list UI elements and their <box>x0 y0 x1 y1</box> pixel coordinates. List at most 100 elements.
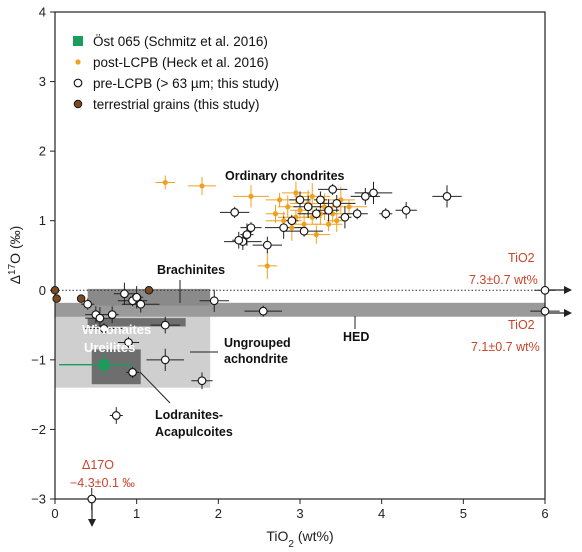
data-points <box>50 179 550 504</box>
legend-marker-pre-lcpb <box>73 78 83 88</box>
pre-lcpb-point <box>197 376 207 386</box>
pre-lcpb-point <box>132 292 142 302</box>
offscale-arrows <box>88 286 572 527</box>
pre-lcpb-point <box>230 208 240 217</box>
arrow-lower-head <box>564 309 572 317</box>
label-tio2-upper: TiO2 <box>508 251 535 265</box>
legend-marker-terrestrial <box>73 99 83 109</box>
label-hed: HED <box>343 330 369 344</box>
x-tick-label: 3 <box>296 506 303 521</box>
pre-lcpb-point <box>352 209 362 219</box>
label-ungrouped-line1: Ungrouped <box>224 336 291 350</box>
pre-lcpb-point <box>242 230 252 239</box>
pre-lcpb-point <box>99 324 109 333</box>
post-lcpb-point <box>325 221 332 227</box>
pre-lcpb-point <box>111 411 121 420</box>
post-lcpb-point <box>301 221 307 227</box>
pre-lcpb-point <box>160 320 170 330</box>
post-lcpb-point <box>248 193 254 199</box>
y-axis-title-sup: 17 <box>7 263 18 275</box>
post-lcpb-point <box>346 204 352 210</box>
label-tio2-lower: TiO2 <box>508 318 535 332</box>
label-lodranites-line1: Lodranites- <box>155 408 223 422</box>
y-tick-label: 0 <box>39 283 46 298</box>
pre-lcpb-point <box>107 310 117 319</box>
y-tick-label: −1 <box>31 352 46 367</box>
label-brachinites: Brachinites <box>157 263 225 277</box>
arrow-down-head <box>88 519 96 527</box>
pre-lcpb-point <box>360 192 370 201</box>
legend-marker-ost065 <box>73 36 83 46</box>
lodranites-leader <box>139 371 171 404</box>
region-ureilites-bar <box>87 318 186 327</box>
pre-lcpb-point <box>87 494 97 504</box>
terrestrial-point <box>76 294 86 303</box>
post-lcpb-point <box>276 197 283 203</box>
pre-lcpb-point <box>120 289 129 299</box>
y-tick-label: 3 <box>39 74 46 89</box>
post-lcpb-point <box>264 263 270 269</box>
x-axis: 0 1 2 3 4 5 6 <box>51 499 549 521</box>
pre-lcpb-point <box>316 195 325 205</box>
pre-lcpb-point <box>311 209 321 219</box>
label-delta17o: Δ17O <box>82 458 114 472</box>
pre-lcpb-point <box>160 355 170 365</box>
y-tick-label: −3 <box>31 492 46 507</box>
post-lcpb-point <box>297 207 303 213</box>
pre-lcpb-point <box>287 216 297 226</box>
pre-lcpb-point <box>299 226 309 236</box>
label-ungrouped-line2: achondrite <box>224 352 288 366</box>
post-lcpb-point <box>313 232 319 238</box>
x-axis-title-sub: 2 <box>288 539 294 550</box>
pre-lcpb-point <box>95 313 105 323</box>
pre-lcpb-point <box>209 296 219 306</box>
pre-lcpb-point <box>401 205 411 215</box>
pre-lcpb-point <box>328 185 338 194</box>
terrestrial-point <box>50 286 60 295</box>
y-tick-label: 2 <box>39 144 46 159</box>
x-tick-label: 5 <box>460 506 467 521</box>
annotations: Ordinary chondrites Brachinites HED Wino… <box>70 169 540 490</box>
y-axis: −3 −2 −1 0 1 2 3 4 <box>31 5 55 507</box>
pre-lcpb-point <box>295 195 305 205</box>
x-tick-label: 0 <box>51 506 58 521</box>
pre-lcpb-point <box>258 306 268 316</box>
y-tick-label: 1 <box>39 213 46 228</box>
legend-label: Öst 065 (Schmitz et al. 2016) <box>93 34 268 49</box>
label-ordinary-chondrites: Ordinary chondrites <box>225 169 345 183</box>
label-delta17o-value: −4.3±0.1 ‰ <box>70 476 135 490</box>
ost065-point <box>99 359 109 370</box>
legend: Öst 065 (Schmitz et al. 2016) post-LCPB (… <box>73 34 279 112</box>
pre-lcpb-point <box>124 338 133 347</box>
pre-lcpb-point <box>136 299 146 309</box>
pre-lcpb-point <box>234 235 244 245</box>
y-tick-label: −2 <box>31 422 46 437</box>
pre-lcpb-point <box>246 223 256 233</box>
label-tio2-lower-value: 7.1±0.7 wt% <box>471 340 540 354</box>
pre-lcpb-point <box>340 212 350 222</box>
post-lcpb-point <box>334 218 340 224</box>
legend-label: post-LCPB (Heck et al. 2016) <box>93 55 269 70</box>
post-lcpb-point <box>289 225 295 231</box>
pre-lcpb-point <box>381 209 391 219</box>
pre-lcpb-point <box>324 205 333 215</box>
terrestrial-point <box>52 294 61 303</box>
post-lcpb-point <box>309 193 315 199</box>
post-lcpb-point <box>281 218 287 224</box>
y-axis-title: Δ17O (‰) <box>7 226 24 285</box>
pre-lcpb-point <box>540 285 550 295</box>
x-tick-label: 1 <box>133 506 140 521</box>
label-winonaites: Winonaites <box>82 322 151 337</box>
post-lcpb-point <box>285 204 291 210</box>
arrow-upper-head <box>564 286 572 294</box>
pre-lcpb-point <box>83 299 93 309</box>
region-hed-band <box>55 302 545 317</box>
x-tick-label: 4 <box>378 506 385 521</box>
pre-lcpb-point <box>303 202 313 212</box>
terrestrial-point <box>144 286 154 295</box>
pre-lcpb-point <box>332 198 342 208</box>
pre-lcpb-point <box>262 240 272 250</box>
legend-label: pre-LCPB (> 63 µm; this study) <box>93 76 279 91</box>
pre-lcpb-point <box>279 223 289 233</box>
